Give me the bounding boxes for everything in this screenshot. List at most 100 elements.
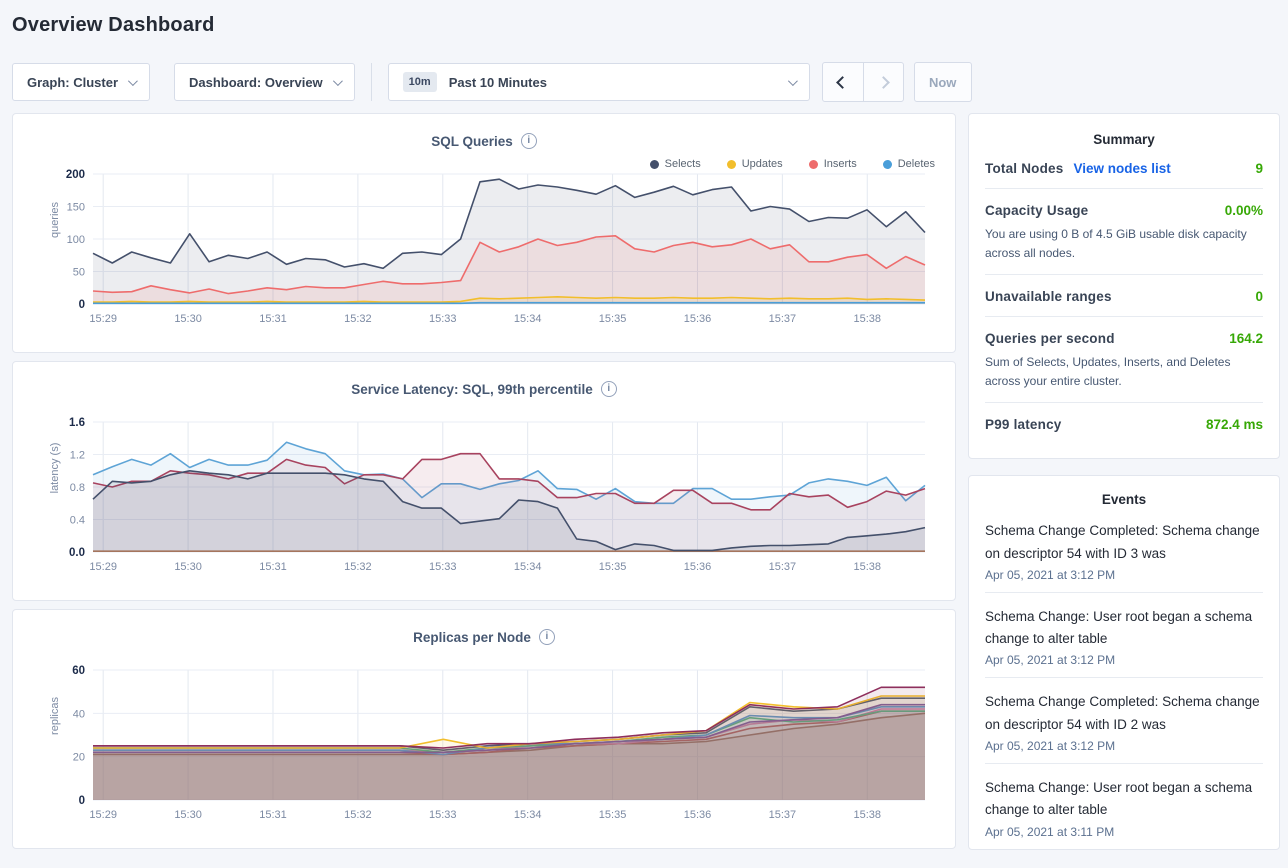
svg-text:0.4: 0.4 bbox=[70, 515, 85, 527]
chart-title: SQL Queries bbox=[431, 133, 513, 149]
toolbar-divider bbox=[370, 63, 372, 101]
svg-text:15:37: 15:37 bbox=[769, 313, 797, 325]
event-list-item[interactable]: Schema Change Completed: Schema change o… bbox=[985, 507, 1263, 592]
svg-text:15:35: 15:35 bbox=[599, 809, 627, 821]
time-range-badge: 10m bbox=[402, 72, 437, 92]
summary-label: Queries per second bbox=[985, 331, 1115, 347]
svg-text:1.2: 1.2 bbox=[70, 450, 85, 462]
main-content: SQL Queries i Selects Updates Inserts Delet… bbox=[12, 113, 1280, 850]
summary-value: 164.2 bbox=[1229, 331, 1263, 347]
svg-text:15:36: 15:36 bbox=[684, 809, 712, 821]
svg-text:0: 0 bbox=[79, 299, 85, 311]
service-latency-chart-card: Service Latency: SQL, 99th percentile i … bbox=[12, 361, 956, 601]
svg-text:15:30: 15:30 bbox=[174, 561, 202, 573]
svg-text:20: 20 bbox=[73, 752, 85, 764]
svg-text:15:30: 15:30 bbox=[174, 313, 202, 325]
legend-label: Selects bbox=[664, 158, 701, 170]
event-timestamp: Apr 05, 2021 at 3:12 PM bbox=[985, 653, 1116, 668]
toolbar: Graph: Cluster Dashboard: Overview 10m P… bbox=[12, 62, 1276, 102]
svg-text:15:35: 15:35 bbox=[599, 561, 627, 573]
summary-value: 0.00% bbox=[1224, 203, 1263, 218]
svg-text:15:34: 15:34 bbox=[514, 809, 542, 821]
chart-header: Service Latency: SQL, 99th percentile i bbox=[13, 362, 955, 398]
svg-text:50: 50 bbox=[73, 267, 85, 279]
replicas-per-node-chart-card: Replicas per Node i replicas 0 20 40 60 15:2… bbox=[12, 609, 956, 849]
event-text: Schema Change: User root began a schema … bbox=[985, 779, 1253, 818]
event-list-item[interactable]: Schema Change: User root began a schema … bbox=[985, 762, 1263, 849]
time-back-button[interactable] bbox=[823, 63, 863, 101]
chart-title: Replicas per Node bbox=[413, 629, 531, 645]
legend-item-inserts[interactable]: Inserts bbox=[808, 158, 857, 170]
svg-text:15:32: 15:32 bbox=[344, 313, 372, 325]
summary-item-capacity-usage: Capacity Usage 0.00% You are using 0 B o… bbox=[985, 188, 1263, 274]
chart-header: Replicas per Node i bbox=[13, 610, 955, 646]
summary-item-p99-latency: P99 latency 872.4 ms bbox=[985, 402, 1263, 444]
svg-text:15:38: 15:38 bbox=[854, 561, 882, 573]
legend-item-selects[interactable]: Selects bbox=[649, 158, 701, 170]
svg-text:15:29: 15:29 bbox=[89, 313, 117, 325]
svg-text:15:37: 15:37 bbox=[769, 809, 797, 821]
event-list-item[interactable]: Schema Change: User root began a schema … bbox=[985, 591, 1263, 678]
event-text: Schema Change Completed: Schema change o… bbox=[985, 694, 1260, 732]
info-icon[interactable]: i bbox=[538, 629, 555, 645]
page-title: Overview Dashboard bbox=[12, 14, 215, 36]
time-range-label: Past 10 Minutes bbox=[448, 74, 547, 90]
legend-item-deletes[interactable]: Deletes bbox=[882, 158, 935, 170]
summary-label: P99 latency bbox=[985, 417, 1062, 433]
chevron-down-icon bbox=[787, 75, 798, 86]
chart-plot[interactable]: 0.0 0.4 0.8 1.2 1.6 15:29 15:30 15:31 15:32 15:33… bbox=[29, 412, 941, 582]
chevron-down-icon bbox=[332, 75, 343, 86]
svg-text:15:29: 15:29 bbox=[89, 561, 117, 573]
summary-note: You are using 0 B of 4.5 GiB usable disk… bbox=[985, 227, 1247, 260]
summary-note: Sum of Selects, Updates, Inserts, and De… bbox=[985, 355, 1231, 388]
dashboard-dropdown[interactable]: Dashboard: Overview bbox=[174, 63, 355, 101]
summary-value: 872.4 ms bbox=[1205, 417, 1263, 433]
svg-text:15:34: 15:34 bbox=[514, 313, 542, 325]
legend-label: Inserts bbox=[823, 158, 857, 170]
y-axis-label: latency (s) bbox=[49, 442, 61, 494]
chevron-down-icon bbox=[127, 75, 138, 86]
now-button[interactable]: Now bbox=[913, 62, 972, 102]
summary-item-unavailable-ranges: Unavailable ranges 0 bbox=[985, 274, 1263, 316]
time-step-buttons bbox=[821, 62, 904, 102]
summary-label: Capacity Usage bbox=[985, 203, 1089, 218]
svg-text:15:32: 15:32 bbox=[344, 561, 372, 573]
event-text: Schema Change: User root began a schema … bbox=[985, 608, 1253, 647]
events-panel: Events Schema Change Completed: Schema c… bbox=[968, 475, 1280, 850]
time-forward-button[interactable] bbox=[862, 63, 903, 101]
side-column: Summary Total Nodes View nodes list 9 Ca… bbox=[968, 113, 1280, 850]
svg-text:15:31: 15:31 bbox=[259, 313, 287, 325]
event-timestamp: Apr 05, 2021 at 3:12 PM bbox=[985, 738, 1116, 753]
svg-text:0.8: 0.8 bbox=[70, 482, 85, 494]
svg-text:60: 60 bbox=[72, 665, 85, 677]
svg-text:100: 100 bbox=[67, 234, 85, 246]
svg-text:15:34: 15:34 bbox=[514, 561, 542, 573]
svg-text:40: 40 bbox=[73, 708, 85, 720]
chart-body: replicas 0 20 40 60 15:29 15:30 15:31 15:32 15:3… bbox=[29, 660, 939, 830]
chevron-left-icon bbox=[836, 75, 850, 89]
legend-dot bbox=[649, 159, 659, 169]
view-nodes-list-link[interactable]: View nodes list bbox=[1073, 161, 1171, 176]
event-list-item[interactable]: Schema Change Completed: Schema change o… bbox=[985, 677, 1263, 763]
graph-dropdown[interactable]: Graph: Cluster bbox=[12, 63, 151, 101]
svg-text:15:35: 15:35 bbox=[599, 313, 627, 325]
chart-plot[interactable]: 0 20 40 60 15:29 15:30 15:31 15:32 15:33 15:34 15:… bbox=[29, 660, 941, 830]
chart-title: Service Latency: SQL, 99th percentile bbox=[351, 381, 593, 397]
legend-item-updates[interactable]: Updates bbox=[726, 158, 783, 170]
graph-dropdown-label: Graph: Cluster bbox=[27, 74, 119, 90]
summary-panel: Summary Total Nodes View nodes list 9 Ca… bbox=[968, 113, 1280, 460]
event-timestamp: Apr 05, 2021 at 3:12 PM bbox=[985, 567, 1116, 582]
time-range-picker[interactable]: 10m Past 10 Minutes bbox=[387, 63, 810, 101]
chart-body: latency (s) 0.0 0.4 0.8 1.2 1.6 15:29 15:30 15:… bbox=[29, 412, 939, 582]
legend-dot bbox=[808, 159, 818, 169]
summary-value: 0 bbox=[1255, 289, 1263, 305]
svg-text:15:33: 15:33 bbox=[429, 809, 457, 821]
summary-title: Summary bbox=[1093, 132, 1155, 147]
chart-plot[interactable]: 0 50 100 150 200 15:29 15:30 15:31 15:32 15:33 15:… bbox=[29, 164, 941, 334]
chart-legend: Selects Updates Inserts Deletes bbox=[649, 158, 935, 170]
summary-label: Unavailable ranges bbox=[985, 289, 1112, 305]
info-icon[interactable]: i bbox=[600, 381, 617, 397]
svg-text:15:30: 15:30 bbox=[174, 809, 202, 821]
svg-text:0: 0 bbox=[79, 795, 85, 807]
info-icon[interactable]: i bbox=[520, 133, 537, 149]
